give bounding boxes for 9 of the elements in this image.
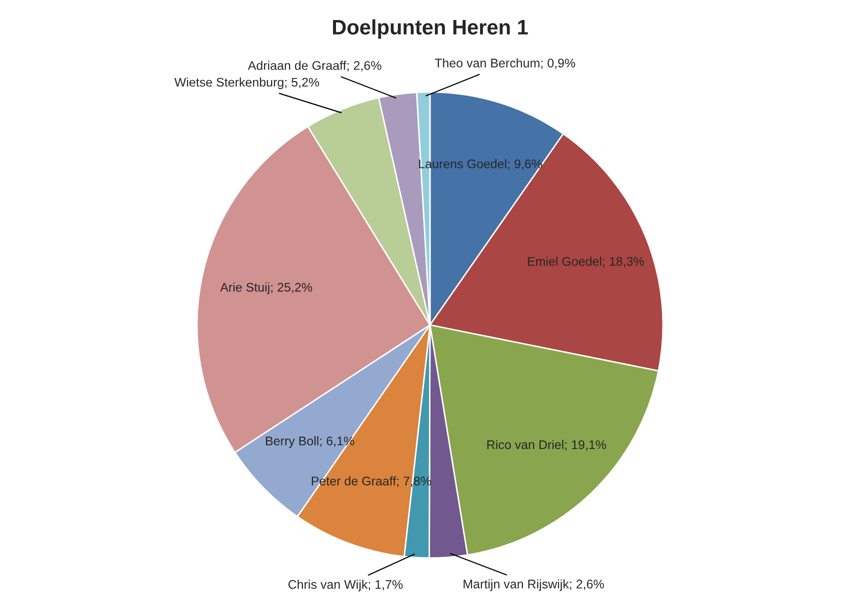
slice-label: Martijn van Rijswijk; 2,6% <box>464 579 604 591</box>
slice-label: Chris van Wijk; 1,7% <box>288 580 403 592</box>
slice-label: Wietse Sterkenburg; 5,2% <box>174 77 320 90</box>
slice-label: Arie Stuij; 25,2% <box>220 282 312 294</box>
slice-label: Adriaan de Graaff; 2,6% <box>248 60 382 72</box>
slice-label: Emiel Goedel; 18,3% <box>528 256 644 268</box>
slice-label: Rico van Driel; 19,1% <box>487 440 606 451</box>
chart-title: Doelpunten Heren 1 <box>333 19 528 39</box>
slice-label: Theo van Berchum; 0,9% <box>434 58 576 69</box>
